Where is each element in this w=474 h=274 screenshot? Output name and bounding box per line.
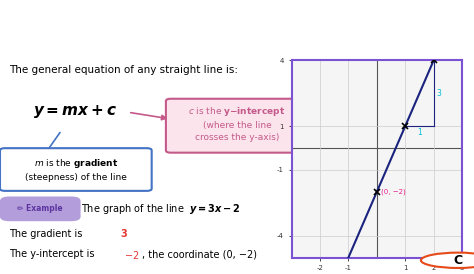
Text: (0, −2): (0, −2) [381,189,406,195]
Text: The general equation of any straight line is:: The general equation of any straight lin… [9,65,238,75]
Text: $-2$: $-2$ [124,249,139,261]
Text: The y-intercept is: The y-intercept is [9,249,98,259]
Text: $\boldsymbol{y = mx + c}$: $\boldsymbol{y = mx + c}$ [33,103,117,120]
Text: The gradient is: The gradient is [9,229,86,239]
Text: 3: 3 [121,229,128,239]
FancyBboxPatch shape [0,148,152,191]
Text: $y = mx + c$: $y = mx + c$ [14,12,174,43]
Text: sean: sean [448,257,474,263]
Text: The graph of the line  $\boldsymbol{y = 3x - 2}$: The graph of the line $\boldsymbol{y = 3… [81,202,240,216]
Circle shape [421,253,474,268]
Text: , the coordinate (0, −2): , the coordinate (0, −2) [142,249,257,259]
Text: 1: 1 [417,128,422,137]
Text: 3: 3 [437,89,441,98]
Text: $c$ is the $\bf{y}$$\bf{-intercept}$
(where the line
crosses the y-axis): $c$ is the $\bf{y}$$\bf{-intercept}$ (wh… [188,105,286,142]
FancyBboxPatch shape [0,196,81,221]
Text: ✏ Example: ✏ Example [18,204,63,213]
Text: college: college [449,257,474,263]
Text: C: C [454,254,463,267]
FancyBboxPatch shape [166,99,308,153]
Text: $m$ is the $\bf{gradient}$
(steepness) of the line: $m$ is the $\bf{gradient}$ (steepness) o… [25,157,127,182]
